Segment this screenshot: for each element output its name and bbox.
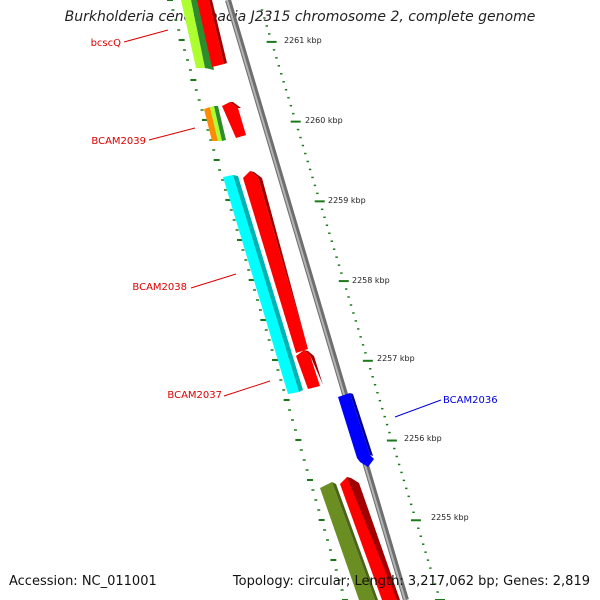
gene-label-bcam2037[interactable]: BCAM2037 bbox=[167, 390, 222, 401]
feature-bcam2038-cds[interactable] bbox=[243, 171, 308, 353]
feature-bcam2036-cds[interactable] bbox=[338, 393, 374, 467]
scale-tick-ring bbox=[260, 9, 445, 600]
scale-label-2256: 2256 kbp bbox=[404, 434, 442, 443]
feature-bcam2038-cyan[interactable] bbox=[223, 175, 303, 394]
chromosome-backbone bbox=[225, 0, 409, 600]
accession-text: Accession: NC_011001 bbox=[9, 574, 157, 589]
gene-label-bcam2036[interactable]: BCAM2036 bbox=[443, 395, 498, 406]
feature-olive-cds[interactable] bbox=[320, 482, 378, 600]
feature-lower-red-cds[interactable] bbox=[340, 477, 400, 600]
feature-bcam2039-cds[interactable] bbox=[204, 102, 246, 141]
scale-label-2255: 2255 kbp bbox=[431, 513, 469, 522]
gene-label-bcam2038[interactable]: BCAM2038 bbox=[132, 282, 187, 293]
gene-label-leaders bbox=[123, 29, 442, 418]
inner-tick-ring bbox=[167, 0, 348, 600]
gene-label-bcam2039[interactable]: BCAM2039 bbox=[91, 136, 146, 147]
gene-labels: bcscQ BCAM2039 BCAM2038 BCAM2037 BCAM203… bbox=[91, 38, 498, 406]
gene-label-bcscq[interactable]: bcscQ bbox=[91, 38, 122, 49]
scale-label-2260: 2260 kbp bbox=[305, 116, 343, 125]
scale-label-2258: 2258 kbp bbox=[352, 276, 390, 285]
map-title: Burkholderia cenocepacia J2315 chromosom… bbox=[64, 9, 536, 25]
scale-label-2259: 2259 kbp bbox=[328, 196, 366, 205]
scale-label-2257: 2257 kbp bbox=[377, 354, 415, 363]
scale-tick-labels: 2261 kbp 2260 kbp 2259 kbp 2258 kbp 2257… bbox=[284, 36, 469, 522]
genome-summary-text: Topology: circular; Length: 3,217,062 bp… bbox=[232, 574, 590, 589]
feature-bcscQ-cds[interactable] bbox=[181, 0, 227, 70]
feature-bcam2037-cds[interactable] bbox=[296, 350, 323, 389]
scale-label-2261: 2261 kbp bbox=[284, 36, 322, 45]
